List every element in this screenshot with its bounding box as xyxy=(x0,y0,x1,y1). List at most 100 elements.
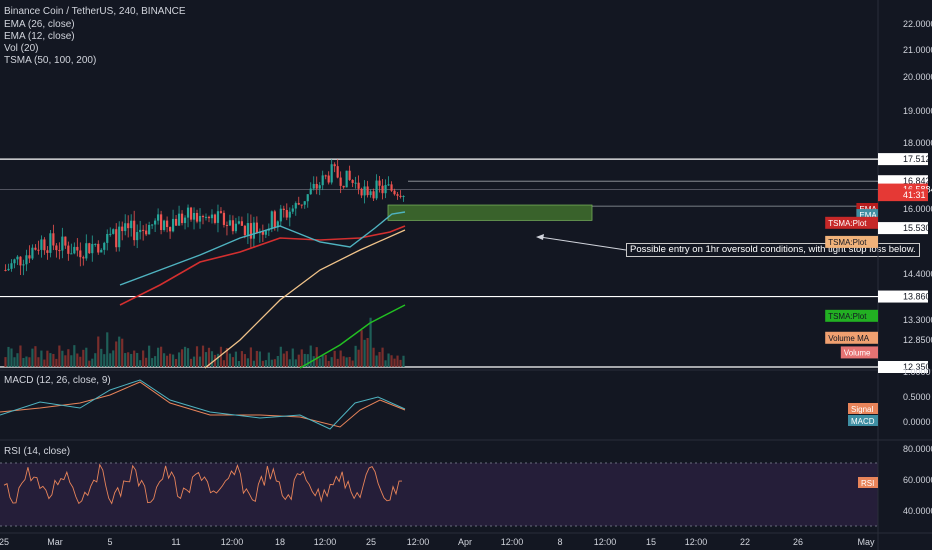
candle-body xyxy=(291,208,294,212)
candle-body xyxy=(339,177,342,186)
candle-body xyxy=(228,220,232,226)
study-volume[interactable]: Vol (20) xyxy=(4,43,39,54)
rsi-title[interactable]: RSI (14, close) xyxy=(4,446,71,457)
candle-body xyxy=(252,222,255,239)
volume-bar xyxy=(28,357,31,367)
volume-bar xyxy=(171,354,175,367)
price-tick-label: 22.0000 xyxy=(903,19,932,29)
volume-bar xyxy=(94,353,97,367)
time-tick-label: 12:00 xyxy=(407,537,430,547)
macd-title[interactable]: MACD (12, 26, close, 9) xyxy=(4,375,111,386)
volume-bar xyxy=(112,350,115,367)
study-label-text: TSMA:Plot xyxy=(828,219,867,228)
study-label-text: EMA xyxy=(859,211,877,220)
volume-bar xyxy=(124,353,127,367)
candle-body xyxy=(133,220,136,241)
candle-body xyxy=(243,225,246,236)
candle-body xyxy=(115,229,118,248)
macd-study-label-text: Signal xyxy=(851,405,873,414)
volume-bar xyxy=(360,330,363,367)
study-tsma[interactable]: TSMA (50, 100, 200) xyxy=(4,55,97,66)
volume-bar xyxy=(288,359,291,367)
candle-body xyxy=(264,230,267,235)
candle-body xyxy=(402,196,405,198)
volume-bar xyxy=(384,360,387,367)
volume-bar xyxy=(318,358,321,367)
volume-bar xyxy=(330,357,333,367)
volume-bar xyxy=(282,353,285,367)
candle-body xyxy=(112,229,115,234)
macd-study-label xyxy=(848,403,878,414)
study-label xyxy=(825,309,878,322)
volume-bar xyxy=(43,359,46,367)
candle-body xyxy=(372,191,375,199)
price-badge xyxy=(878,153,928,166)
time-tick-label: 12:00 xyxy=(501,537,524,547)
candle-body xyxy=(127,223,130,229)
price-tick-label: 21.0000 xyxy=(903,45,932,55)
volume-bar xyxy=(70,355,73,367)
candle-body xyxy=(55,245,58,251)
macd-tick-label: 0.5000 xyxy=(903,392,931,402)
candle-body xyxy=(91,243,94,254)
candle-body xyxy=(363,186,366,196)
volume-bar xyxy=(390,355,393,367)
volume-bar xyxy=(342,356,345,367)
candle-body xyxy=(157,214,160,221)
volume-bar xyxy=(201,345,205,367)
candle-body xyxy=(330,164,333,183)
time-tick-label: 25 xyxy=(0,537,9,547)
price-tick-label: 18.0000 xyxy=(903,138,932,148)
candle-body xyxy=(139,229,142,233)
candle-body xyxy=(13,259,16,264)
volume-bar xyxy=(85,347,88,367)
candle-body xyxy=(246,223,249,236)
candle-body xyxy=(351,179,354,183)
candle-body xyxy=(70,253,73,255)
time-tick-label: 26 xyxy=(793,537,803,547)
candle-body xyxy=(4,269,7,271)
volume-bar xyxy=(300,349,303,367)
candle-body xyxy=(124,223,127,232)
rsi-tick-label: 80.0000 xyxy=(903,444,932,454)
candle-body xyxy=(237,221,241,224)
volume-bar xyxy=(297,354,300,367)
price-tick-label: 16.0000 xyxy=(903,204,932,214)
volume-bar xyxy=(142,350,145,367)
time-tick-label: Mar xyxy=(47,537,63,547)
volume-bar xyxy=(387,353,390,367)
candle-body xyxy=(109,233,112,235)
volume-bar xyxy=(237,360,241,367)
study-label xyxy=(825,235,878,248)
volume-bar xyxy=(294,359,297,367)
volume-bar xyxy=(19,345,22,367)
candle-body xyxy=(97,243,100,253)
study-ema26[interactable]: EMA (26, close) xyxy=(4,19,75,30)
candle-body xyxy=(210,214,214,219)
time-tick-label: 12:00 xyxy=(221,537,244,547)
volume-bar xyxy=(396,355,399,367)
candle-body xyxy=(198,215,202,222)
study-label xyxy=(825,216,878,229)
candle-body xyxy=(249,223,252,239)
price-badge-label: 41:31 xyxy=(903,190,926,200)
time-tick-label: 11 xyxy=(171,537,180,547)
price-badge xyxy=(878,290,928,303)
volume-bar xyxy=(136,352,139,367)
volume-bar xyxy=(174,358,178,367)
candle-body xyxy=(288,211,291,218)
volume-bar xyxy=(207,347,211,367)
candle-body xyxy=(201,215,205,218)
volume-bar xyxy=(106,332,109,367)
volume-bar xyxy=(303,353,306,367)
macd-tick-label: 0.0000 xyxy=(903,417,931,427)
candle-body xyxy=(315,183,318,189)
candle-body xyxy=(145,230,148,235)
time-tick-label: May xyxy=(857,537,875,547)
study-ema12[interactable]: EMA (12, close) xyxy=(4,31,75,42)
volume-bar xyxy=(64,355,67,367)
volume-bar xyxy=(195,346,199,367)
macd-signal-line xyxy=(0,381,406,428)
candle-body xyxy=(375,180,378,199)
